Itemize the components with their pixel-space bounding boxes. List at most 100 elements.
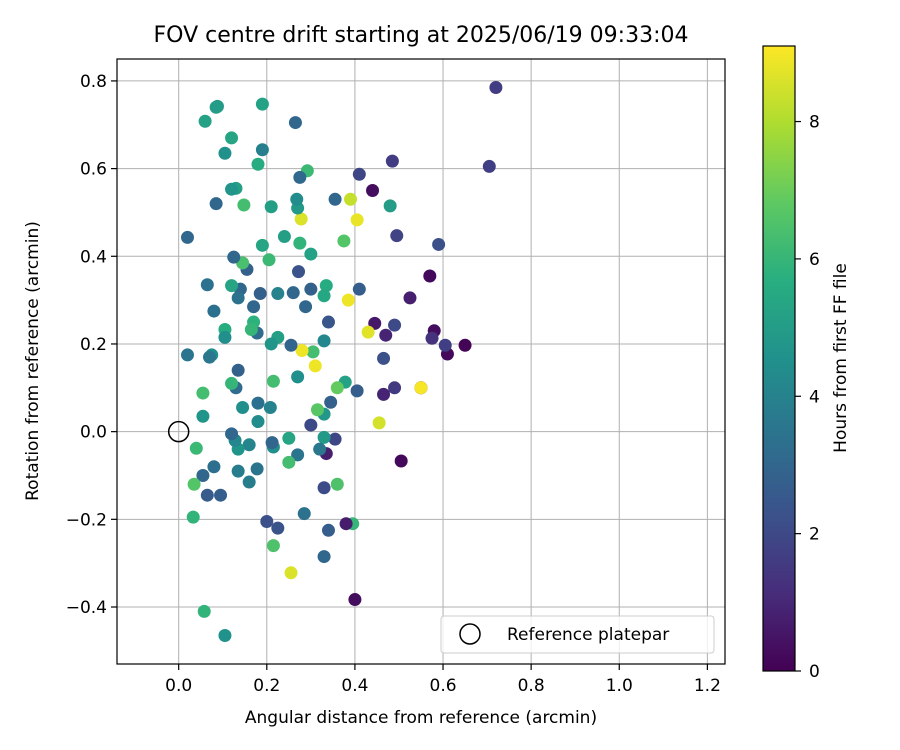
data-point bbox=[180, 230, 194, 244]
data-point bbox=[187, 477, 201, 491]
data-point bbox=[317, 289, 331, 303]
data-point bbox=[299, 300, 313, 314]
plot-frame bbox=[116, 58, 726, 665]
data-point bbox=[308, 359, 322, 373]
data-point bbox=[388, 318, 402, 332]
data-point bbox=[263, 401, 277, 415]
data-point bbox=[317, 550, 331, 564]
data-point bbox=[366, 184, 380, 198]
data-point bbox=[225, 376, 239, 390]
data-point bbox=[236, 401, 250, 415]
data-point bbox=[266, 374, 280, 388]
data-point bbox=[330, 477, 344, 491]
data-point bbox=[403, 291, 417, 305]
x-tick-label: 0.4 bbox=[341, 676, 368, 696]
data-point bbox=[207, 304, 221, 318]
data-point bbox=[295, 344, 309, 358]
data-point bbox=[306, 345, 320, 359]
legend-box bbox=[440, 615, 715, 654]
data-point bbox=[321, 523, 335, 537]
data-point bbox=[383, 199, 397, 213]
data-point bbox=[186, 510, 200, 524]
data-point bbox=[293, 236, 307, 250]
data-point bbox=[388, 381, 402, 395]
data-point bbox=[330, 381, 344, 395]
x-axis-label: Angular distance from reference (arcmin) bbox=[245, 708, 597, 728]
data-point bbox=[180, 348, 194, 362]
data-point bbox=[324, 395, 338, 409]
data-point bbox=[310, 403, 324, 417]
data-point bbox=[348, 593, 362, 607]
data-point bbox=[189, 441, 203, 455]
y-tick-label: −0.2 bbox=[66, 510, 107, 530]
data-point bbox=[231, 464, 245, 478]
data-point bbox=[231, 291, 245, 305]
data-point bbox=[218, 146, 232, 160]
x-tick-label: 0.2 bbox=[253, 676, 280, 696]
data-point bbox=[264, 337, 278, 351]
reference-platepar-marker bbox=[167, 420, 190, 443]
data-point bbox=[304, 418, 318, 432]
data-point bbox=[489, 80, 503, 94]
data-point bbox=[284, 338, 298, 352]
x-tick-label: 0.0 bbox=[165, 676, 192, 696]
data-point bbox=[317, 334, 331, 348]
x-tick-label: 1.0 bbox=[606, 676, 633, 696]
data-point bbox=[361, 325, 375, 339]
data-point bbox=[200, 488, 214, 502]
colorbar-tick-label: 2 bbox=[809, 525, 820, 545]
x-tick-label: 0.8 bbox=[518, 676, 545, 696]
data-point bbox=[209, 100, 223, 114]
data-point bbox=[341, 293, 355, 307]
data-point bbox=[328, 432, 342, 446]
data-point bbox=[251, 157, 265, 171]
data-point bbox=[282, 455, 296, 469]
data-point bbox=[203, 350, 217, 364]
data-point bbox=[350, 384, 364, 398]
data-point bbox=[304, 282, 318, 296]
legend-marker bbox=[459, 623, 481, 645]
data-point bbox=[423, 269, 437, 283]
data-point bbox=[291, 448, 305, 462]
data-point bbox=[225, 182, 239, 196]
data-point bbox=[282, 431, 296, 445]
colorbar-label: Hours from first FF file bbox=[831, 263, 851, 453]
data-point bbox=[379, 328, 393, 342]
data-point bbox=[286, 286, 300, 300]
data-point bbox=[458, 338, 472, 352]
data-point bbox=[292, 265, 306, 279]
data-point bbox=[352, 282, 366, 296]
data-point bbox=[242, 438, 256, 452]
data-point bbox=[337, 234, 351, 248]
chart-title: FOV centre drift starting at 2025/06/19 … bbox=[154, 23, 689, 48]
data-point bbox=[377, 351, 391, 365]
data-point bbox=[251, 396, 265, 410]
data-point bbox=[196, 409, 210, 423]
data-point bbox=[271, 521, 285, 535]
data-point bbox=[244, 322, 258, 336]
data-point bbox=[319, 279, 333, 293]
colorbar-gradient bbox=[762, 45, 796, 672]
data-point bbox=[196, 386, 210, 400]
colorbar-tick-label: 0 bbox=[809, 662, 820, 682]
reference-marker bbox=[167, 420, 190, 443]
x-tick-label: 1.2 bbox=[694, 676, 721, 696]
y-axis-label: Rotation from reference (arcmin) bbox=[23, 221, 43, 501]
y-tick-label: 0.4 bbox=[80, 247, 107, 267]
data-point bbox=[197, 604, 211, 618]
data-point bbox=[265, 436, 279, 450]
data-point bbox=[290, 192, 304, 206]
data-point bbox=[284, 566, 298, 580]
data-points bbox=[180, 80, 503, 643]
colorbar: 0 2 4 6 8 Hours from first FF file bbox=[762, 45, 851, 682]
data-point bbox=[288, 116, 302, 130]
y-tick-label: 0.6 bbox=[80, 160, 107, 180]
data-point bbox=[255, 97, 269, 111]
data-point bbox=[328, 192, 342, 206]
y-tick-label: −0.4 bbox=[66, 598, 107, 618]
data-point bbox=[414, 381, 428, 395]
data-point bbox=[250, 462, 264, 476]
data-point bbox=[260, 515, 274, 529]
data-point bbox=[255, 238, 269, 252]
